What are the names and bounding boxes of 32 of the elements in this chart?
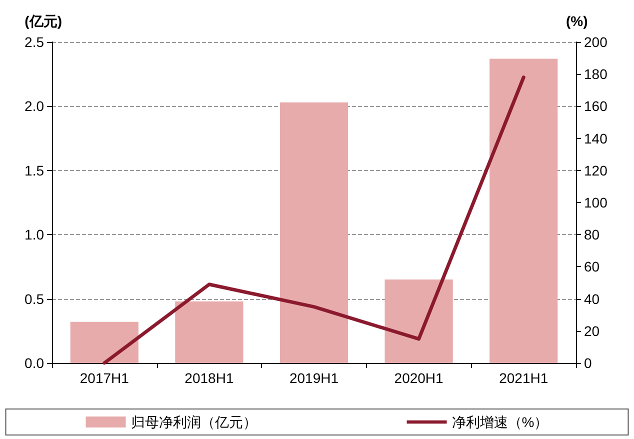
y2-tick-label: 80 [584, 226, 600, 243]
legend-label: 净利增速（%） [452, 414, 548, 430]
bar [490, 58, 558, 363]
y2-tick-label: 140 [584, 130, 608, 146]
y2-tick-label: 100 [584, 194, 608, 210]
y-tick-label: 2.0 [24, 98, 44, 114]
bar [70, 322, 138, 363]
y2-tick-label: 120 [584, 162, 608, 178]
x-tick-label: 2020H1 [394, 370, 444, 386]
y-axis-title: (亿元) [24, 13, 62, 29]
y2-tick-label: 160 [584, 98, 608, 114]
legend-label: 归母净利润（亿元） [130, 414, 257, 430]
bar [175, 301, 244, 363]
y-tick-label: 0.5 [24, 290, 44, 307]
bar [384, 280, 453, 363]
y2-tick-label: 200 [584, 34, 608, 50]
y-tick-label: 2.5 [24, 34, 44, 50]
x-tick-label: 2019H1 [289, 370, 339, 386]
y-tick-label: 0.0 [24, 355, 44, 371]
x-tick-label: 2017H1 [80, 370, 130, 386]
y-tick-label: 1.0 [24, 226, 44, 243]
y2-axis-title: (%) [566, 13, 588, 29]
y2-tick-label: 20 [584, 322, 600, 339]
x-tick-label: 2018H1 [184, 370, 234, 386]
y2-tick-label: 0 [584, 355, 592, 371]
y-tick-label: 1.5 [24, 162, 44, 178]
line-series [102, 76, 526, 365]
x-tick-label: 2021H1 [499, 370, 548, 386]
y2-tick-label: 40 [584, 290, 600, 307]
bar [280, 102, 348, 363]
y2-tick-label: 180 [584, 66, 608, 82]
y2-tick-label: 60 [584, 258, 600, 275]
